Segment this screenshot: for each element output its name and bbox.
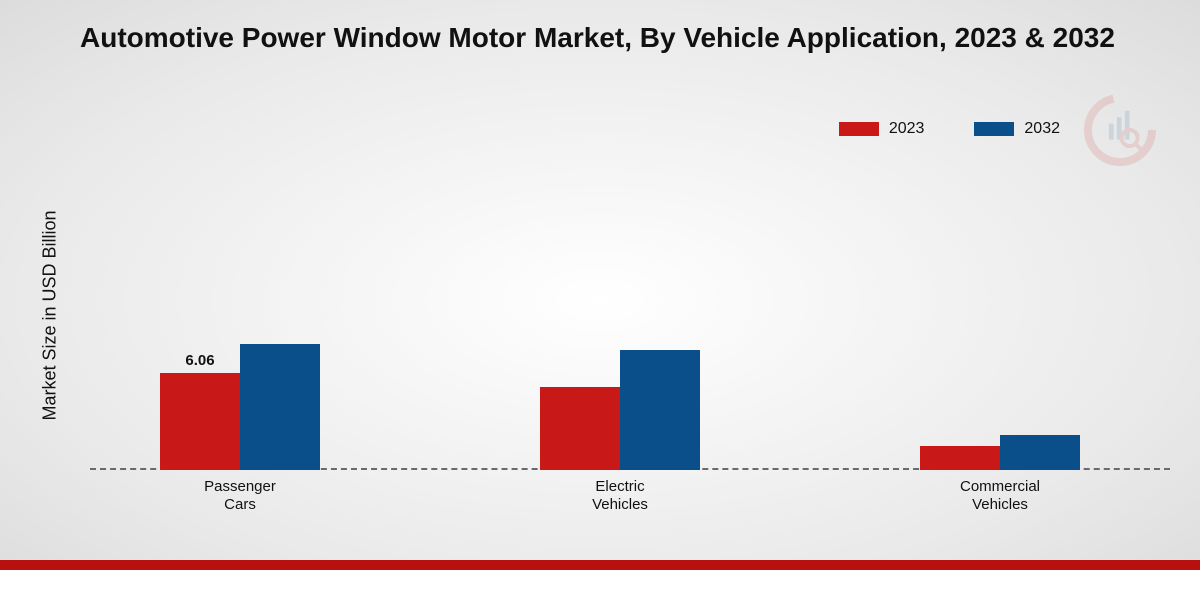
legend-item-2023: 2023 (839, 120, 925, 138)
legend-swatch-2032 (974, 122, 1014, 136)
x-category-label: Electric Vehicles (510, 478, 730, 514)
bar-2032 (240, 344, 320, 470)
footer-band (0, 570, 1200, 600)
y-axis-label-wrap: Market Size in USD Billion (30, 140, 60, 470)
chart-canvas: Automotive Power Window Motor Market, By… (0, 0, 1200, 600)
bar-2032 (620, 350, 700, 470)
watermark-logo (1080, 90, 1160, 170)
x-category-label: Passenger Cars (130, 478, 350, 514)
footer-accent-line (0, 560, 1200, 570)
x-category-label: Commercial Vehicles (890, 478, 1110, 514)
legend-label-2023: 2023 (889, 120, 925, 138)
bar-value-label: 6.06 (160, 352, 240, 369)
bar-2023 (920, 446, 1000, 470)
chart-title: Automotive Power Window Motor Market, By… (80, 22, 1200, 54)
bar-2032 (1000, 435, 1080, 470)
plot-area: 6.06Passenger CarsElectric VehiclesComme… (90, 170, 1170, 470)
bar-2023: 6.06 (160, 373, 240, 470)
legend-label-2032: 2032 (1024, 120, 1060, 138)
legend: 2023 2032 (839, 120, 1060, 138)
legend-item-2032: 2032 (974, 120, 1060, 138)
bar-2023 (540, 387, 620, 470)
legend-swatch-2023 (839, 122, 879, 136)
y-axis-label: Market Size in USD Billion (40, 186, 61, 446)
